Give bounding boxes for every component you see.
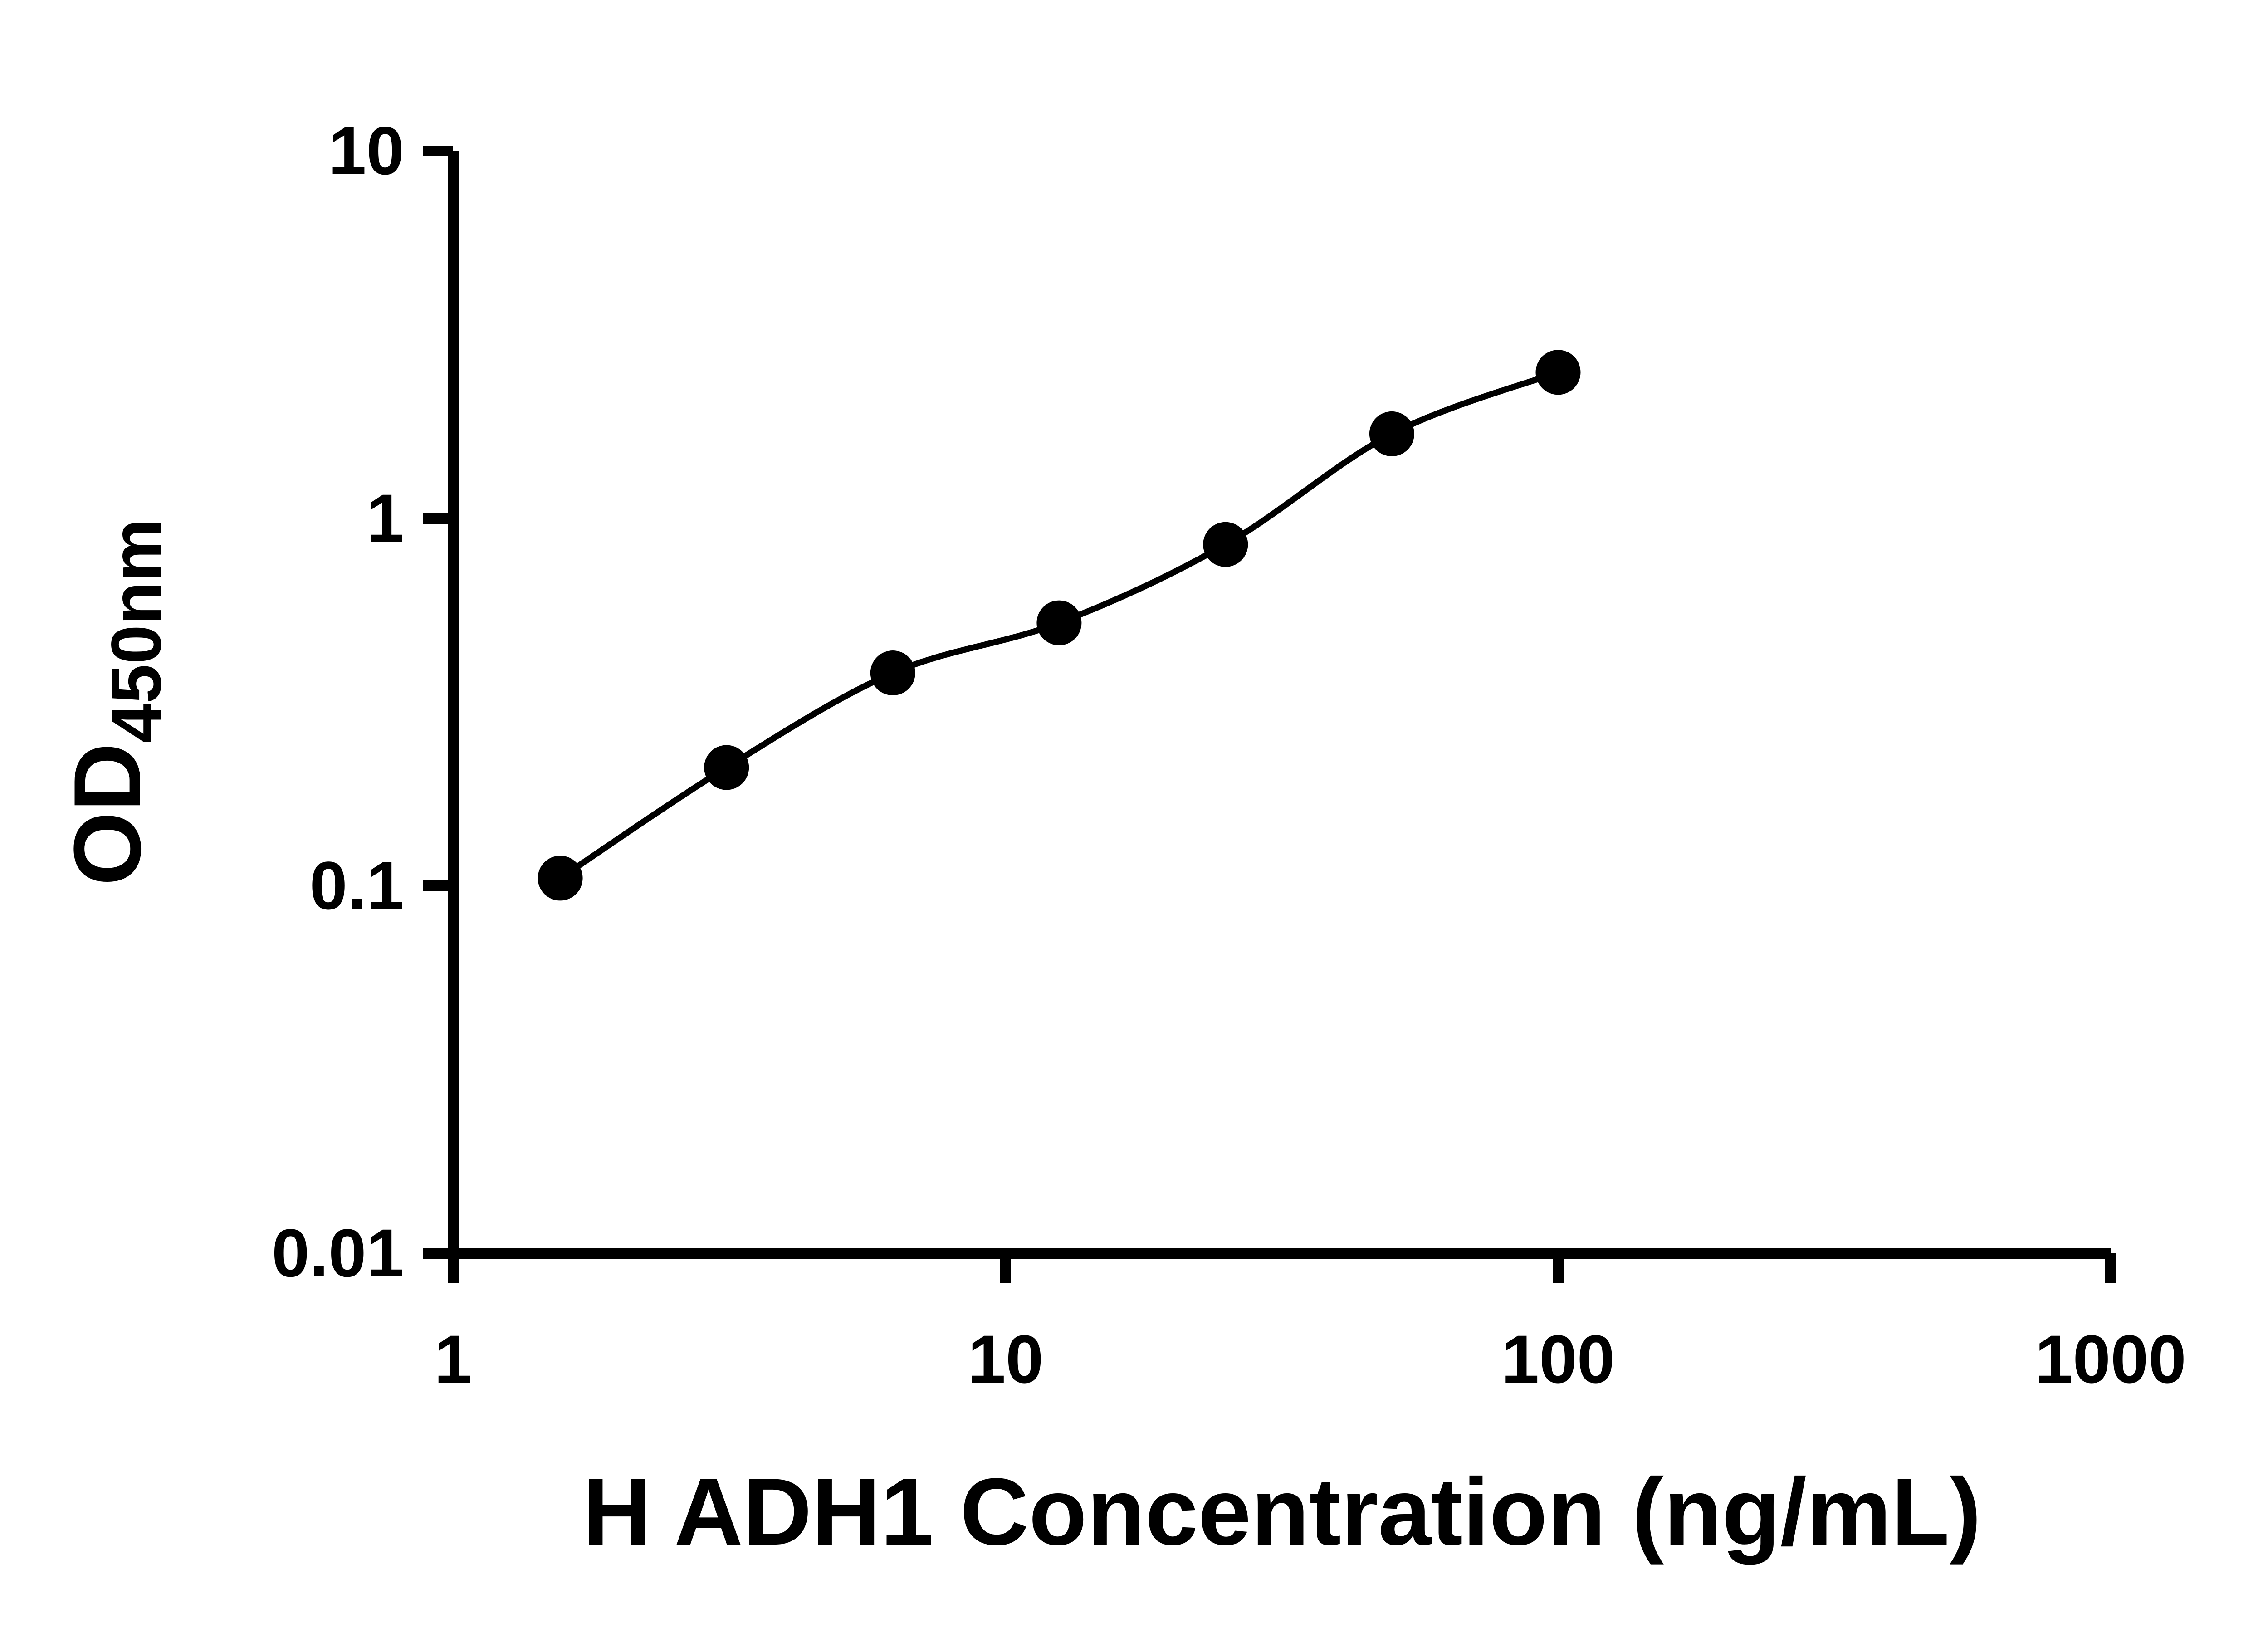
x-tick-label: 10 (968, 1321, 1044, 1397)
x-tick-label: 100 (1501, 1321, 1615, 1397)
y-tick-label: 1 (367, 480, 404, 556)
y-tick-label: 0.1 (309, 847, 404, 924)
data-point (1203, 522, 1248, 567)
data-point (1369, 411, 1414, 456)
data-point (1535, 350, 1581, 395)
axes-spines (448, 151, 2111, 1259)
x-axis-title: H ADH1 Concentration (ng/mL) (582, 1458, 1981, 1565)
data-point (870, 650, 915, 695)
y-axis-title: OD450nm (54, 518, 176, 885)
y-tick-label: 10 (328, 112, 404, 189)
data-point (1036, 600, 1082, 645)
data-point (704, 745, 749, 790)
data-point (538, 856, 583, 901)
x-tick-label: 1 (434, 1321, 472, 1397)
x-tick-label: 1000 (2035, 1321, 2186, 1397)
y-tick-label: 0.01 (272, 1215, 404, 1291)
